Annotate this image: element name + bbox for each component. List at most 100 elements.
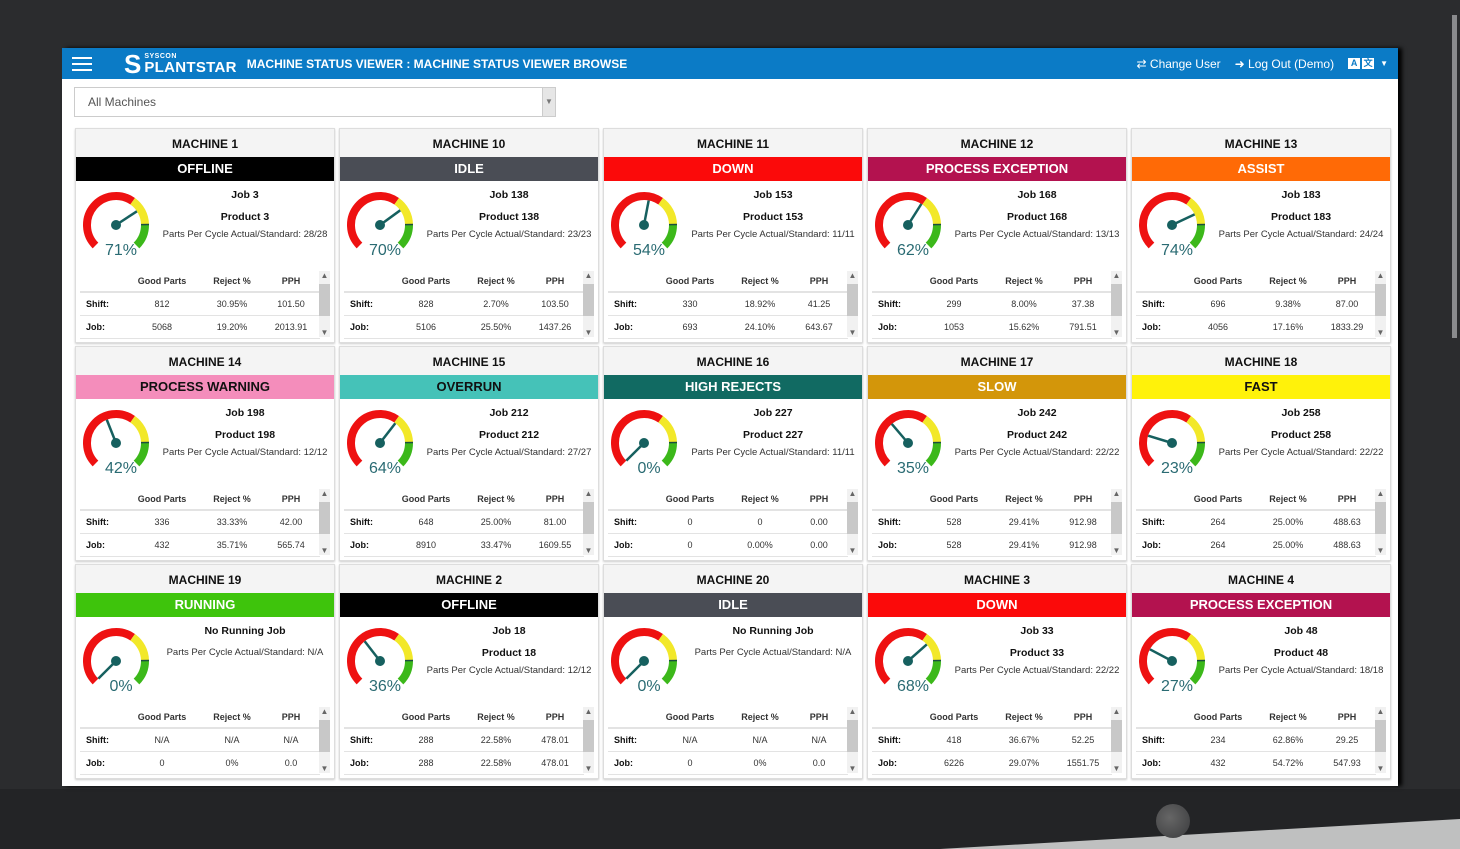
- machine-card[interactable]: MACHINE 16 HIGH REJECTS 0% Job 227 Produ…: [603, 346, 863, 561]
- table-row-shift: Shift: 648 25.00% 81.00: [344, 511, 584, 534]
- table-scrollbar[interactable]: ▲ ▼: [1111, 707, 1122, 773]
- table-scrollbar[interactable]: ▲ ▼: [319, 707, 330, 773]
- machine-card[interactable]: MACHINE 15 OVERRUN 64% Job 212 Product 2…: [339, 346, 599, 561]
- table-scrollbar[interactable]: ▲ ▼: [583, 489, 594, 555]
- cell: 1437.26: [538, 322, 572, 332]
- cell: 0%: [753, 758, 767, 768]
- scroll-up-icon[interactable]: ▲: [1376, 271, 1385, 280]
- scroll-down-icon[interactable]: ▼: [320, 546, 329, 555]
- scroll-down-icon[interactable]: ▼: [1376, 546, 1385, 555]
- scroll-thumb[interactable]: [1375, 284, 1386, 316]
- col-pph: PPH: [281, 276, 301, 286]
- scroll-thumb[interactable]: [583, 502, 594, 534]
- scroll-thumb[interactable]: [319, 502, 330, 534]
- parts-per-cycle: Parts Per Cycle Actual/Standard: N/A: [694, 647, 852, 658]
- scroll-up-icon[interactable]: ▲: [1376, 489, 1385, 498]
- scroll-down-icon[interactable]: ▼: [584, 328, 593, 337]
- gauge-red-segment: [875, 628, 927, 685]
- machine-card[interactable]: MACHINE 14 PROCESS WARNING 42% Job 198 P…: [75, 346, 335, 561]
- table-scrollbar[interactable]: ▲ ▼: [1375, 707, 1386, 773]
- table-scrollbar[interactable]: ▲ ▼: [319, 489, 330, 555]
- table-scrollbar[interactable]: ▲ ▼: [1375, 489, 1386, 555]
- scroll-down-icon[interactable]: ▼: [584, 764, 593, 773]
- table-scrollbar[interactable]: ▲ ▼: [319, 271, 330, 337]
- cell: 643.67: [805, 322, 833, 332]
- scroll-thumb[interactable]: [847, 720, 858, 752]
- scroll-thumb[interactable]: [583, 284, 594, 316]
- scroll-up-icon[interactable]: ▲: [1112, 271, 1121, 280]
- scroll-up-icon[interactable]: ▲: [848, 707, 857, 716]
- machine-card[interactable]: MACHINE 1 OFFLINE 71% Job 3 Product 3 Pa…: [75, 128, 335, 343]
- chevron-down-icon[interactable]: ▼: [542, 88, 555, 116]
- scroll-up-icon[interactable]: ▲: [1112, 707, 1121, 716]
- col-reject: Reject %: [477, 494, 515, 504]
- scroll-thumb[interactable]: [1111, 720, 1122, 752]
- table-scrollbar[interactable]: ▲ ▼: [1111, 489, 1122, 555]
- machine-card[interactable]: MACHINE 12 PROCESS EXCEPTION 62% Job 168…: [867, 128, 1127, 343]
- table-scrollbar[interactable]: ▲ ▼: [1111, 271, 1122, 337]
- plantstar-logo[interactable]: S SYSCON PLANTSTAR: [124, 51, 237, 77]
- scroll-up-icon[interactable]: ▲: [320, 489, 329, 498]
- scroll-thumb[interactable]: [319, 284, 330, 316]
- scroll-down-icon[interactable]: ▼: [1376, 764, 1385, 773]
- scroll-down-icon[interactable]: ▼: [320, 764, 329, 773]
- scroll-thumb[interactable]: [319, 720, 330, 752]
- gauge-hub: [1167, 438, 1177, 448]
- scroll-up-icon[interactable]: ▲: [1376, 707, 1385, 716]
- window-scrollbar[interactable]: [1452, 15, 1457, 338]
- scroll-up-icon[interactable]: ▲: [320, 271, 329, 280]
- table-scrollbar[interactable]: ▲ ▼: [583, 707, 594, 773]
- scroll-thumb[interactable]: [847, 502, 858, 534]
- scroll-up-icon[interactable]: ▲: [848, 489, 857, 498]
- job-label: Job 242: [1017, 407, 1057, 419]
- scroll-thumb[interactable]: [1375, 720, 1386, 752]
- scroll-down-icon[interactable]: ▼: [848, 546, 857, 555]
- gauge-green-segment: [1189, 224, 1205, 249]
- machine-card[interactable]: MACHINE 10 IDLE 70% Job 138 Product 138 …: [339, 128, 599, 343]
- table-scrollbar[interactable]: ▲ ▼: [847, 707, 858, 773]
- machine-card[interactable]: MACHINE 3 DOWN 68% Job 33 Product 33 Par…: [867, 564, 1127, 779]
- machine-card[interactable]: MACHINE 20 IDLE 0% No Running Job Parts …: [603, 564, 863, 779]
- machine-card[interactable]: MACHINE 19 RUNNING 0% No Running Job Par…: [75, 564, 335, 779]
- scroll-down-icon[interactable]: ▼: [584, 546, 593, 555]
- table-scrollbar[interactable]: ▲ ▼: [583, 271, 594, 337]
- scroll-down-icon[interactable]: ▼: [1112, 764, 1121, 773]
- scroll-up-icon[interactable]: ▲: [320, 707, 329, 716]
- scroll-thumb[interactable]: [1111, 284, 1122, 316]
- language-dropdown[interactable]: A 文 ▼: [1348, 58, 1388, 69]
- change-user-button[interactable]: ⇄ Change User: [1137, 57, 1221, 71]
- scroll-up-icon[interactable]: ▲: [584, 271, 593, 280]
- scroll-thumb[interactable]: [847, 284, 858, 316]
- scroll-up-icon[interactable]: ▲: [584, 707, 593, 716]
- machine-card[interactable]: MACHINE 2 OFFLINE 36% Job 18 Product 18 …: [339, 564, 599, 779]
- gauge-yellow-segment: [1186, 634, 1205, 661]
- product-label: Product 242: [1006, 429, 1068, 441]
- table-scrollbar[interactable]: ▲ ▼: [847, 489, 858, 555]
- col-good-parts: Good Parts: [137, 276, 187, 286]
- scroll-down-icon[interactable]: ▼: [1112, 546, 1121, 555]
- scroll-down-icon[interactable]: ▼: [1376, 328, 1385, 337]
- scroll-thumb[interactable]: [1375, 502, 1386, 534]
- logout-button[interactable]: ➜ Log Out (Demo): [1235, 57, 1334, 71]
- table-scrollbar[interactable]: ▲ ▼: [847, 271, 858, 337]
- machine-filter-select[interactable]: All Machines ▼: [74, 87, 556, 117]
- scroll-thumb[interactable]: [583, 720, 594, 752]
- scroll-down-icon[interactable]: ▼: [320, 328, 329, 337]
- machine-card[interactable]: MACHINE 11 DOWN 54% Job 153 Product 153 …: [603, 128, 863, 343]
- logo-small-text: SYSCON: [144, 52, 177, 60]
- machine-card[interactable]: MACHINE 18 FAST 23% Job 258 Product 258 …: [1131, 346, 1391, 561]
- power-button[interactable]: [1156, 804, 1190, 838]
- table-scrollbar[interactable]: ▲ ▼: [1375, 271, 1386, 337]
- scroll-up-icon[interactable]: ▲: [1112, 489, 1121, 498]
- scroll-down-icon[interactable]: ▼: [848, 764, 857, 773]
- scroll-down-icon[interactable]: ▼: [1112, 328, 1121, 337]
- scroll-thumb[interactable]: [1111, 502, 1122, 534]
- scroll-up-icon[interactable]: ▲: [848, 271, 857, 280]
- machine-name: MACHINE 20: [604, 565, 862, 593]
- machine-card[interactable]: MACHINE 13 ASSIST 74% Job 183 Product 18…: [1131, 128, 1391, 343]
- scroll-up-icon[interactable]: ▲: [584, 489, 593, 498]
- machine-card[interactable]: MACHINE 17 SLOW 35% Job 242 Product 242 …: [867, 346, 1127, 561]
- machine-card[interactable]: MACHINE 4 PROCESS EXCEPTION 27% Job 48 P…: [1131, 564, 1391, 779]
- scroll-down-icon[interactable]: ▼: [848, 328, 857, 337]
- hamburger-menu-icon[interactable]: [72, 53, 92, 75]
